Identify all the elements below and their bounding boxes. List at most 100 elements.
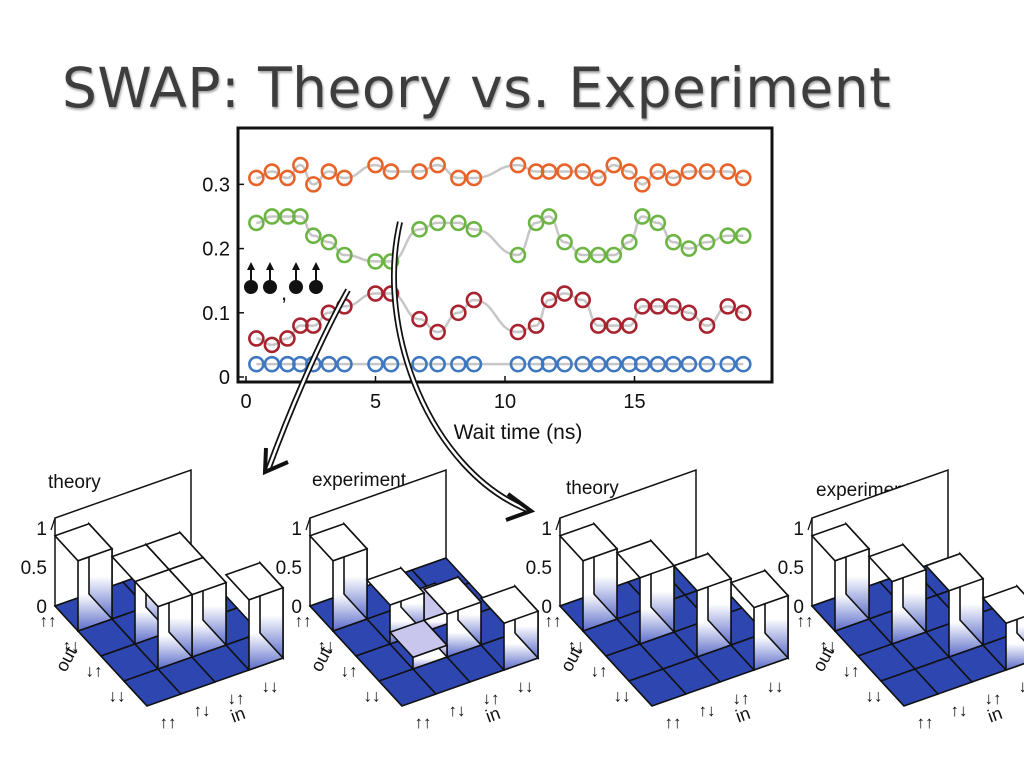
data-point	[429, 355, 446, 373]
y-tick-label: 0.3	[202, 174, 230, 196]
out-state-label: ↑↓	[820, 637, 837, 656]
spin-arrow-head	[247, 262, 255, 270]
data-point	[665, 169, 682, 187]
data-point	[719, 298, 737, 315]
data-point	[698, 233, 716, 251]
data-point	[621, 317, 638, 334]
in-state-label: ↑↓	[449, 701, 466, 720]
data-point	[540, 163, 558, 180]
bar-top	[729, 569, 790, 609]
data-point	[698, 355, 716, 373]
in-axis-label: in	[228, 703, 248, 727]
data-point	[633, 208, 651, 225]
out-state-label: ↑↓	[568, 637, 585, 656]
panel-title: theory	[48, 472, 101, 493]
panel-title: theory	[566, 478, 619, 499]
in-state-label: ↑↓	[951, 701, 968, 720]
data-point	[605, 317, 623, 334]
data-point	[382, 163, 400, 180]
x-tick-label: 0	[240, 391, 251, 413]
in-state-label: ↑↑	[665, 713, 682, 732]
data-point	[509, 355, 527, 373]
z-tick-label: 0	[541, 597, 552, 618]
data-point	[305, 227, 322, 245]
data-point	[574, 355, 592, 373]
spin-arrow-head	[312, 262, 320, 270]
bar-top	[924, 552, 985, 592]
matrix-bar	[53, 521, 114, 633]
matrix-bar	[422, 575, 483, 659]
bar-top	[558, 522, 619, 562]
out-state-label: ↓↓	[866, 687, 883, 706]
out-state-label: ↓↑	[843, 662, 860, 681]
data-point	[734, 304, 752, 322]
data-point	[382, 355, 400, 373]
data-point	[465, 221, 483, 238]
out-state-label: ↓↓	[109, 687, 126, 706]
in-state-label: ↓↑	[985, 689, 1002, 708]
bar-top	[422, 576, 483, 616]
bar-top	[672, 552, 733, 592]
matrix-bar	[672, 551, 733, 659]
data-point	[263, 208, 281, 225]
slide-title: SWAP: Theory vs. Experiment	[62, 56, 892, 120]
data-point	[367, 253, 384, 270]
matrix-bar	[558, 521, 619, 633]
bar-top	[981, 585, 1024, 625]
out-state-label: ↑↑	[40, 612, 57, 631]
in-state-label: ↓↑	[228, 689, 245, 708]
data-point	[336, 246, 353, 264]
data-point	[680, 304, 698, 322]
data-point	[263, 355, 281, 373]
data-point	[263, 163, 281, 180]
data-point	[540, 291, 558, 309]
data-point	[465, 169, 483, 187]
x-tick-label: 10	[494, 391, 516, 413]
y-tick-label: 0.1	[202, 303, 230, 325]
data-point	[527, 317, 545, 334]
data-point	[734, 355, 752, 373]
data-point	[465, 291, 483, 309]
in-state-label: ↓↓	[1019, 677, 1024, 696]
data-point	[450, 214, 467, 232]
z-tick-label: 1	[36, 519, 47, 540]
data-point	[540, 355, 558, 373]
matrix-bar	[981, 584, 1024, 672]
data-point	[279, 169, 296, 187]
data-point	[429, 214, 446, 232]
data-point	[633, 298, 651, 315]
out-state-label: ↑↑	[545, 612, 562, 631]
y-tick-label: 0.2	[202, 239, 230, 261]
bar-top	[479, 585, 540, 625]
z-tick-label: 0.5	[526, 558, 552, 579]
spin-state-inset: ,	[244, 262, 323, 305]
data-point	[305, 317, 322, 334]
arrow-to-panel-1-inner	[266, 289, 350, 471]
data-point	[665, 355, 682, 373]
data-point	[621, 233, 638, 251]
out-state-label: ↑↑	[295, 612, 312, 631]
matrix-bar	[615, 538, 676, 646]
data-point	[248, 330, 265, 347]
data-point	[605, 355, 623, 373]
in-state-label: ↑↑	[160, 713, 177, 732]
data-point	[367, 355, 384, 373]
bar-top	[224, 561, 285, 601]
bar-top	[810, 522, 871, 562]
z-tick-label: 0.5	[21, 558, 47, 579]
spin-arrow-head	[266, 262, 274, 270]
data-point	[450, 169, 467, 187]
in-state-label: ↓↓	[262, 677, 279, 696]
in-state-label: ↓↓	[767, 677, 784, 696]
matrix-bar	[729, 568, 790, 672]
matrix-bar	[479, 584, 540, 672]
data-point	[279, 330, 296, 347]
data-point	[605, 246, 623, 264]
data-point	[734, 169, 752, 187]
bar-top	[365, 567, 426, 606]
data-point	[633, 176, 651, 193]
in-axis-label: in	[733, 703, 753, 727]
